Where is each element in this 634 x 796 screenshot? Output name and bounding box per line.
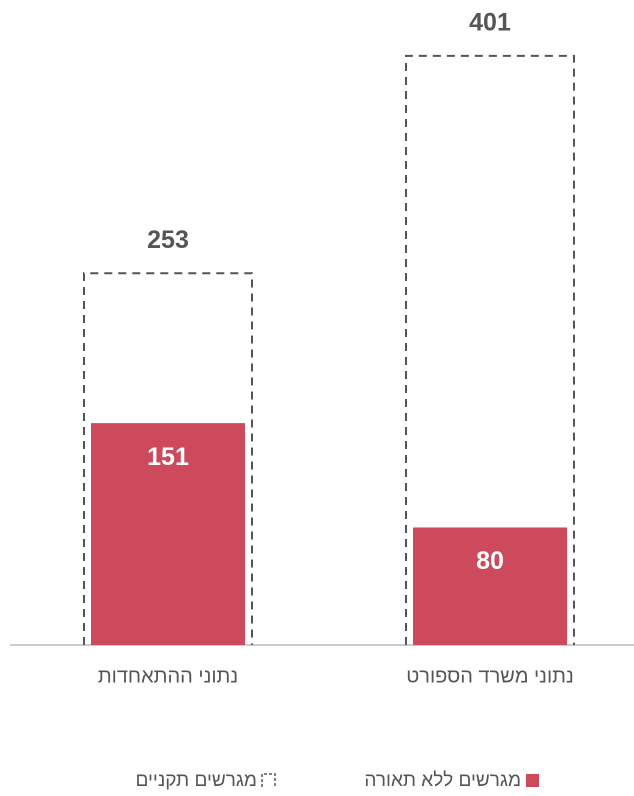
legend-label: מגרשים תקניים	[135, 770, 257, 791]
bar-label: 80	[476, 547, 504, 575]
legend-label: מגרשים ללא תאורה	[364, 770, 521, 791]
bar	[413, 527, 567, 645]
legend-marker	[526, 774, 539, 787]
total-bar-outline	[405, 54, 575, 645]
total-label: 401	[469, 8, 511, 36]
total-bar-outline	[83, 272, 253, 645]
category-label: נתוני ההתאחדות	[98, 665, 238, 687]
total-label: 253	[147, 226, 189, 254]
bar-label: 151	[147, 443, 189, 471]
bar	[91, 423, 245, 645]
legend-marker	[261, 773, 276, 787]
category-label: נתוני משרד הספורט	[406, 665, 574, 687]
